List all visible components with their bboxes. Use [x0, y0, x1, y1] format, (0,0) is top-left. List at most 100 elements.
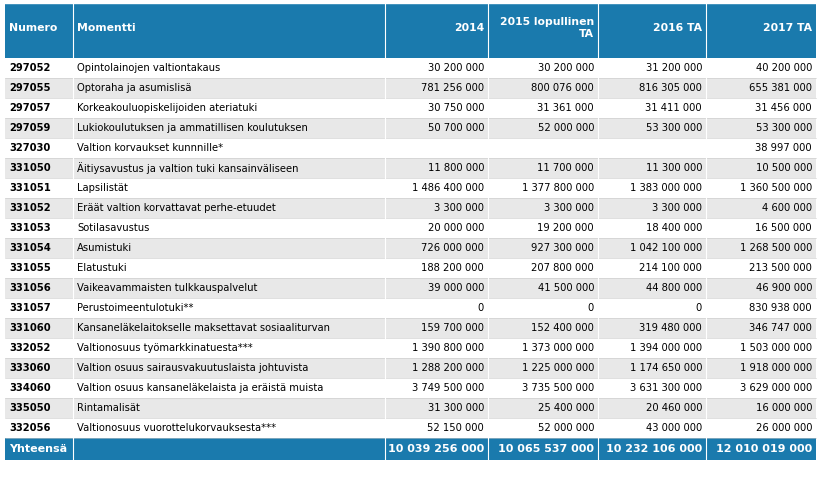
Text: 297055: 297055 — [9, 83, 51, 93]
Text: 0: 0 — [695, 303, 702, 313]
Text: 331055: 331055 — [9, 263, 51, 273]
Bar — [5, 298, 816, 318]
Text: 40 200 000: 40 200 000 — [755, 63, 812, 73]
Text: 12 010 019 000: 12 010 019 000 — [716, 444, 812, 454]
Text: 41 500 000: 41 500 000 — [538, 283, 594, 293]
Text: 1 373 000 000: 1 373 000 000 — [522, 343, 594, 353]
Text: 44 800 000: 44 800 000 — [646, 283, 702, 293]
Bar — [5, 438, 816, 460]
Text: 20 000 000: 20 000 000 — [428, 223, 484, 233]
Bar — [5, 398, 816, 418]
Text: 10 039 256 000: 10 039 256 000 — [388, 444, 484, 454]
Text: Lukiokoulutuksen ja ammatillisen koulutuksen: Lukiokoulutuksen ja ammatillisen koulutu… — [77, 123, 308, 133]
Text: Valtionosuus vuorottelukorvauksesta***: Valtionosuus vuorottelukorvauksesta*** — [77, 423, 276, 433]
Text: 152 400 000: 152 400 000 — [531, 323, 594, 333]
Text: 0: 0 — [478, 303, 484, 313]
Text: 2017 TA: 2017 TA — [763, 23, 812, 33]
Text: 3 629 000 000: 3 629 000 000 — [740, 383, 812, 393]
Text: Eräät valtion korvattavat perhe-etuudet: Eräät valtion korvattavat perhe-etuudet — [77, 203, 276, 213]
Text: 2014: 2014 — [454, 23, 484, 33]
Bar — [5, 118, 816, 138]
Text: 30 750 000: 30 750 000 — [428, 103, 484, 113]
Bar — [5, 358, 816, 378]
Bar — [5, 98, 816, 118]
Text: 207 800 000: 207 800 000 — [531, 263, 594, 273]
Text: 331054: 331054 — [9, 243, 51, 253]
Text: 10 232 106 000: 10 232 106 000 — [606, 444, 702, 454]
Text: 4 600 000: 4 600 000 — [762, 203, 812, 213]
Text: 30 200 000: 30 200 000 — [538, 63, 594, 73]
Text: 1 503 000 000: 1 503 000 000 — [740, 343, 812, 353]
Text: Optoraha ja asumislisä: Optoraha ja asumislisä — [77, 83, 191, 93]
Text: 25 400 000: 25 400 000 — [538, 403, 594, 413]
Text: 331057: 331057 — [9, 303, 51, 313]
Text: 10 065 537 000: 10 065 537 000 — [498, 444, 594, 454]
Text: 52 000 000: 52 000 000 — [538, 423, 594, 433]
Text: 52 000 000: 52 000 000 — [538, 123, 594, 133]
Text: 781 256 000: 781 256 000 — [421, 83, 484, 93]
Bar — [5, 278, 816, 298]
Text: 346 747 000: 346 747 000 — [749, 323, 812, 333]
Text: 800 076 000: 800 076 000 — [531, 83, 594, 93]
Text: Momentti: Momentti — [77, 23, 135, 33]
Text: 1 360 500 000: 1 360 500 000 — [740, 183, 812, 193]
Text: Kansaneläkelaitokselle maksettavat sosiaaliturvan: Kansaneläkelaitokselle maksettavat sosia… — [77, 323, 330, 333]
Text: 38 997 000: 38 997 000 — [755, 143, 812, 153]
Text: 331052: 331052 — [9, 203, 51, 213]
Text: 1 174 650 000: 1 174 650 000 — [630, 363, 702, 373]
Text: 1 042 100 000: 1 042 100 000 — [630, 243, 702, 253]
Bar — [5, 338, 816, 358]
Text: Elatustuki: Elatustuki — [77, 263, 126, 273]
Bar — [5, 198, 816, 218]
Text: 297057: 297057 — [9, 103, 50, 113]
Text: Asumistuki: Asumistuki — [77, 243, 132, 253]
Text: 19 200 000: 19 200 000 — [538, 223, 594, 233]
Text: 1 225 000 000: 1 225 000 000 — [521, 363, 594, 373]
Text: 1 394 000 000: 1 394 000 000 — [630, 343, 702, 353]
Text: 1 377 800 000: 1 377 800 000 — [522, 183, 594, 193]
Text: 1 918 000 000: 1 918 000 000 — [740, 363, 812, 373]
Text: 214 100 000: 214 100 000 — [639, 263, 702, 273]
Text: 3 300 000: 3 300 000 — [652, 203, 702, 213]
Text: 20 460 000: 20 460 000 — [645, 403, 702, 413]
Text: Opintolainojen valtiontakaus: Opintolainojen valtiontakaus — [77, 63, 220, 73]
Text: 297059: 297059 — [9, 123, 50, 133]
Text: 331060: 331060 — [9, 323, 51, 333]
Text: Valtion korvaukset kunnnille*: Valtion korvaukset kunnnille* — [77, 143, 223, 153]
Text: Lapsilistät: Lapsilistät — [77, 183, 128, 193]
Text: Perustoimeentulotuki**: Perustoimeentulotuki** — [77, 303, 194, 313]
Text: 319 480 000: 319 480 000 — [640, 323, 702, 333]
Text: 31 411 000: 31 411 000 — [645, 103, 702, 113]
Text: Yhteensä: Yhteensä — [9, 444, 67, 454]
Text: 655 381 000: 655 381 000 — [749, 83, 812, 93]
Text: 331051: 331051 — [9, 183, 51, 193]
Text: 331050: 331050 — [9, 163, 51, 173]
Bar — [5, 238, 816, 258]
Text: 31 456 000: 31 456 000 — [755, 103, 812, 113]
Text: 0: 0 — [588, 303, 594, 313]
Text: 213 500 000: 213 500 000 — [749, 263, 812, 273]
Bar — [5, 78, 816, 98]
Bar — [5, 58, 816, 78]
Text: 3 631 300 000: 3 631 300 000 — [630, 383, 702, 393]
Text: 53 300 000: 53 300 000 — [645, 123, 702, 133]
Text: 3 300 000: 3 300 000 — [544, 203, 594, 213]
Bar — [5, 318, 816, 338]
Text: 16 000 000: 16 000 000 — [755, 403, 812, 413]
Bar — [5, 258, 816, 278]
Text: 52 150 000: 52 150 000 — [427, 423, 484, 433]
Text: 830 938 000: 830 938 000 — [750, 303, 812, 313]
Text: 10 500 000: 10 500 000 — [755, 163, 812, 173]
Text: 50 700 000: 50 700 000 — [428, 123, 484, 133]
Text: 3 735 500 000: 3 735 500 000 — [522, 383, 594, 393]
Text: 16 500 000: 16 500 000 — [755, 223, 812, 233]
Bar — [5, 218, 816, 238]
Text: 53 300 000: 53 300 000 — [755, 123, 812, 133]
Text: 335050: 335050 — [9, 403, 51, 413]
Text: 31 200 000: 31 200 000 — [645, 63, 702, 73]
Text: 43 000 000: 43 000 000 — [646, 423, 702, 433]
Text: 3 749 500 000: 3 749 500 000 — [412, 383, 484, 393]
Text: 927 300 000: 927 300 000 — [531, 243, 594, 253]
Text: 1 288 200 000: 1 288 200 000 — [412, 363, 484, 373]
Bar — [5, 378, 816, 398]
